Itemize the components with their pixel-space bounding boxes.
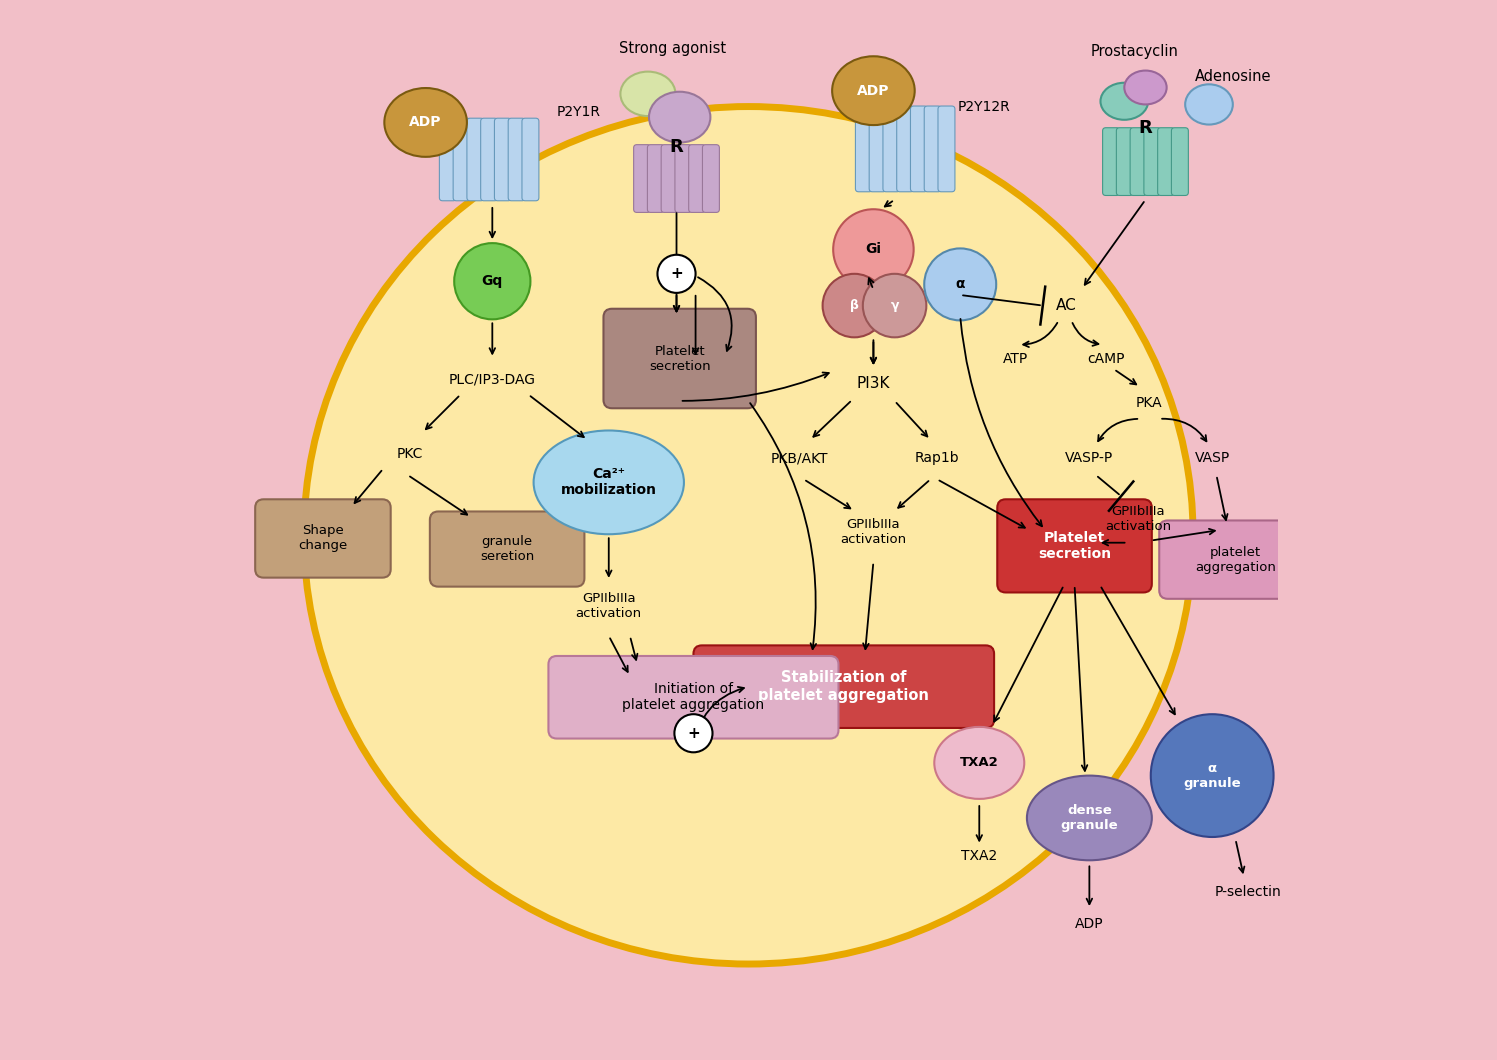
FancyBboxPatch shape	[1130, 127, 1147, 195]
Text: VASP-P: VASP-P	[1066, 450, 1114, 465]
FancyBboxPatch shape	[507, 119, 525, 200]
FancyBboxPatch shape	[1157, 127, 1175, 195]
Text: γ: γ	[891, 299, 898, 312]
Text: R: R	[1139, 119, 1153, 137]
Text: Prostacyclin: Prostacyclin	[1091, 45, 1178, 59]
Circle shape	[657, 254, 696, 293]
FancyBboxPatch shape	[924, 106, 942, 192]
Text: Platelet
secretion: Platelet secretion	[648, 344, 711, 372]
FancyBboxPatch shape	[702, 144, 720, 212]
Circle shape	[924, 248, 996, 320]
Text: +: +	[671, 266, 683, 281]
Text: PKA: PKA	[1135, 396, 1162, 410]
FancyBboxPatch shape	[1159, 520, 1311, 599]
FancyBboxPatch shape	[1117, 127, 1133, 195]
Text: ADP: ADP	[1075, 917, 1103, 931]
FancyBboxPatch shape	[548, 656, 838, 739]
FancyBboxPatch shape	[494, 119, 512, 200]
FancyBboxPatch shape	[855, 106, 873, 192]
Text: +: +	[687, 726, 699, 741]
FancyBboxPatch shape	[675, 144, 692, 212]
FancyBboxPatch shape	[897, 106, 913, 192]
Ellipse shape	[1100, 83, 1148, 120]
Text: ATP: ATP	[1003, 352, 1028, 366]
Text: Gi: Gi	[865, 243, 882, 257]
Text: Adenosine: Adenosine	[1195, 69, 1271, 85]
FancyBboxPatch shape	[430, 512, 584, 586]
FancyBboxPatch shape	[254, 499, 391, 578]
Text: Shape
change: Shape change	[298, 525, 347, 552]
Ellipse shape	[385, 88, 467, 157]
Text: α: α	[955, 278, 966, 292]
FancyBboxPatch shape	[454, 119, 470, 200]
Text: Platelet
secretion: Platelet secretion	[1037, 531, 1111, 561]
Text: GPIIbIIIa
activation: GPIIbIIIa activation	[840, 518, 907, 546]
FancyBboxPatch shape	[939, 106, 955, 192]
Ellipse shape	[934, 727, 1024, 799]
Circle shape	[454, 243, 530, 319]
FancyBboxPatch shape	[440, 119, 457, 200]
Text: Initiation of
platelet aggregation: Initiation of platelet aggregation	[623, 683, 765, 712]
Text: Rap1b: Rap1b	[915, 450, 960, 465]
Text: α
granule: α granule	[1183, 761, 1241, 790]
Ellipse shape	[650, 92, 711, 142]
Ellipse shape	[620, 72, 675, 117]
Circle shape	[674, 714, 713, 753]
FancyBboxPatch shape	[633, 144, 651, 212]
Text: VASP: VASP	[1195, 450, 1231, 465]
Text: P2Y12R: P2Y12R	[957, 100, 1010, 113]
Circle shape	[823, 273, 886, 337]
FancyBboxPatch shape	[910, 106, 928, 192]
Text: TXA2: TXA2	[960, 757, 998, 770]
Text: ADP: ADP	[409, 116, 442, 129]
FancyBboxPatch shape	[1144, 127, 1160, 195]
Circle shape	[862, 273, 927, 337]
Text: TXA2: TXA2	[961, 849, 997, 863]
FancyBboxPatch shape	[647, 144, 665, 212]
Text: cAMP: cAMP	[1087, 352, 1126, 366]
FancyBboxPatch shape	[997, 499, 1151, 593]
FancyBboxPatch shape	[693, 646, 994, 728]
Text: dense
granule: dense granule	[1060, 803, 1118, 832]
Ellipse shape	[1027, 776, 1151, 861]
FancyBboxPatch shape	[467, 119, 484, 200]
FancyBboxPatch shape	[883, 106, 900, 192]
FancyBboxPatch shape	[603, 308, 756, 408]
Text: PKC: PKC	[397, 446, 424, 461]
FancyBboxPatch shape	[1103, 127, 1120, 195]
Text: P-selectin: P-selectin	[1214, 885, 1281, 899]
Text: platelet
aggregation: platelet aggregation	[1195, 546, 1275, 573]
Text: AC: AC	[1055, 298, 1076, 313]
Text: Ca²⁺
mobilization: Ca²⁺ mobilization	[561, 467, 657, 497]
FancyBboxPatch shape	[481, 119, 497, 200]
Text: R: R	[669, 138, 684, 156]
Text: PI3K: PI3K	[856, 376, 891, 391]
Text: granule
seretion: granule seretion	[481, 535, 534, 563]
Ellipse shape	[1124, 71, 1166, 105]
Text: Stabilization of
platelet aggregation: Stabilization of platelet aggregation	[759, 671, 930, 703]
Circle shape	[1151, 714, 1274, 837]
Text: Gq: Gq	[482, 275, 503, 288]
FancyBboxPatch shape	[689, 144, 705, 212]
Text: P2Y1R: P2Y1R	[557, 105, 602, 119]
FancyBboxPatch shape	[662, 144, 678, 212]
Ellipse shape	[304, 107, 1193, 964]
Text: ADP: ADP	[858, 84, 889, 98]
Text: Strong agonist: Strong agonist	[618, 41, 726, 56]
Ellipse shape	[533, 430, 684, 534]
FancyBboxPatch shape	[522, 119, 539, 200]
Text: PKB/AKT: PKB/AKT	[771, 450, 828, 465]
Ellipse shape	[832, 56, 915, 125]
Text: GPIIbIIIa
activation: GPIIbIIIa activation	[576, 593, 642, 620]
Circle shape	[834, 209, 913, 289]
Text: β: β	[850, 299, 859, 312]
FancyBboxPatch shape	[870, 106, 886, 192]
Ellipse shape	[1186, 85, 1234, 125]
Text: PLC/IP3-DAG: PLC/IP3-DAG	[449, 373, 536, 387]
Text: GPIIbIIIa
activation: GPIIbIIIa activation	[1105, 506, 1171, 533]
FancyBboxPatch shape	[1172, 127, 1189, 195]
